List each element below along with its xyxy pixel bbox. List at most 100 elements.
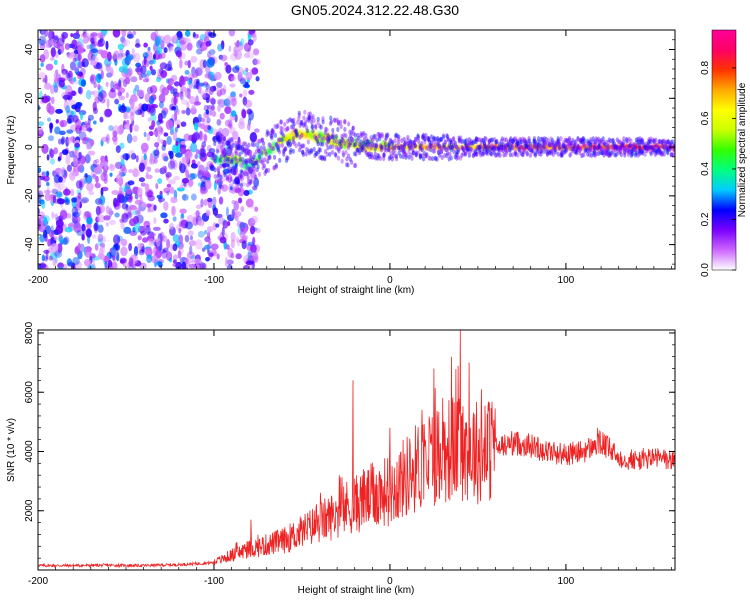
spectrogram-halo-cell [232,179,236,185]
spectrogram-noise-cell [128,257,134,267]
spectrogram-halo-cell [329,115,333,121]
spectrogram-halo-cell [516,144,521,150]
spectrogram-halo-cell [347,121,351,127]
spectrogram-noise-cell [85,230,90,237]
spectrogram-noise-cell [238,182,247,187]
spectrogram-halo-cell [316,116,320,122]
spectrogram-halo-cell [283,146,288,152]
spectrogram-noise-cell [121,212,129,223]
spectrogram-noise-cell [133,124,139,132]
spectrogram-halo-cell [286,142,291,148]
spectrogram-noise-cell [252,58,258,66]
spectrogram-halo-cell [234,163,238,169]
spectrogram-noise-cell [83,178,88,185]
spectrogram-noise-cell [200,187,208,194]
spectrogram-noise-cell [149,85,158,94]
spectrogram-noise-cell [128,243,132,252]
spectrogram-noise-cell [81,124,87,132]
spectrogram-halo-cell [539,143,543,149]
spectrogram-noise-cell [173,88,178,94]
spectrogram-halo-cell [267,167,271,173]
spectrogram-halo-cell [568,140,572,146]
spectrogram-halo-cell [433,155,437,161]
spectrogram-noise-cell [77,46,84,54]
spectrogram-halo-cell [493,145,497,151]
spectrogram-noise-cell [174,119,181,126]
spectrogram-halo-cell [408,140,412,146]
spectrogram-halo-cell [560,149,564,155]
spectrogram-halo-cell [316,120,320,126]
spectrogram-halo-cell [542,136,546,142]
spectrogram-noise-cell [38,217,44,227]
spectrogram-halo-cell [542,144,546,150]
spectrogram-noise-cell [149,152,153,163]
spectrogram-halo-cell [281,126,285,132]
spectrogram-halo-cell [272,165,276,171]
spectrogram-halo-cell [421,156,426,162]
spectrogram-halo-cell [346,143,351,149]
spectrogram-halo-cell [583,143,587,149]
spectrogram-halo-cell [221,149,225,155]
spectrogram-halo-cell [429,134,434,140]
spectrogram-noise-cell [146,190,154,198]
spectrogram-halo-cell [654,150,658,156]
spectrogram-noise-cell [148,106,156,116]
spectrogram-halo-cell [522,149,526,155]
spectrogram-halo-cell [285,155,289,161]
spectrogram-noise-cell [168,179,176,185]
spectrogram-noise-cell [45,40,51,49]
spectrogram-halo-cell [443,139,447,145]
spectrogram-noise-cell [44,255,48,262]
spectrogram-halo-cell [518,137,522,143]
spectrogram-noise-cell [77,165,81,172]
spectrogram-noise-cell [84,211,92,219]
spectrogram-halo-cell [311,114,315,120]
spectrogram-halo-cell [581,136,586,142]
spectrogram-halo-cell [622,148,626,154]
spectrogram-halo-cell [527,146,531,152]
spectrogram-noise-cell [243,189,250,197]
spectrogram-noise-cell [83,259,92,267]
spectrogram-noise-cell [130,153,137,160]
spectrogram-halo-cell [344,162,349,168]
spectrogram-noise-cell [209,108,213,116]
spectrogram-halo-cell [494,139,499,145]
spectrogram-halo-cell [412,140,417,146]
spectrogram-noise-cell [145,171,149,178]
spectrogram-halo-cell [245,145,249,151]
spectrogram-halo-cell [467,140,472,146]
spectrogram-noise-cell [172,259,177,264]
spectrogram-ridge-glow [211,128,675,171]
spectrogram-noise-cell [238,121,245,130]
spectrogram-halo-cell [633,152,638,158]
spectrogram-noise-cell [162,247,169,253]
spectrogram-noise-cell [49,197,54,204]
spectrogram-halo-cell [669,152,674,158]
spectrogram-noise-cell [190,235,193,241]
spectrogram-halo-cell [325,136,329,142]
spectrogram-halo-cell [282,147,286,153]
spectrogram-halo-cell [488,150,492,156]
spectrogram-halo-cell [545,151,550,157]
spectrogram-halo-cell [649,136,653,142]
spectrogram-noise-cell [193,101,202,106]
spectrogram-noise-cell [146,166,152,173]
spectrogram-halo-cell [229,169,233,175]
spectrogram-halo-cell [520,136,525,142]
spectrogram-noise-cell [157,178,163,184]
spectrogram-noise-cell [219,88,227,96]
spectrogram-heatmap [38,30,675,269]
spectrogram-halo-cell [399,144,403,150]
spectrogram-noise-cell [140,142,149,152]
spectrogram-halo-cell [357,141,361,147]
spectrogram-halo-cell [511,139,515,145]
spectrogram-halo-cell [226,168,230,174]
spectrogram-noise-cell [191,193,197,201]
spectrogram-noise-cell [104,261,108,269]
spectrogram-halo-cell [330,134,334,140]
spectrogram-noise-cell [231,161,238,169]
spectrogram-halo-cell [383,142,387,148]
spectrogram-halo-cell [283,146,288,152]
spectrogram-noise-cell [172,234,180,243]
